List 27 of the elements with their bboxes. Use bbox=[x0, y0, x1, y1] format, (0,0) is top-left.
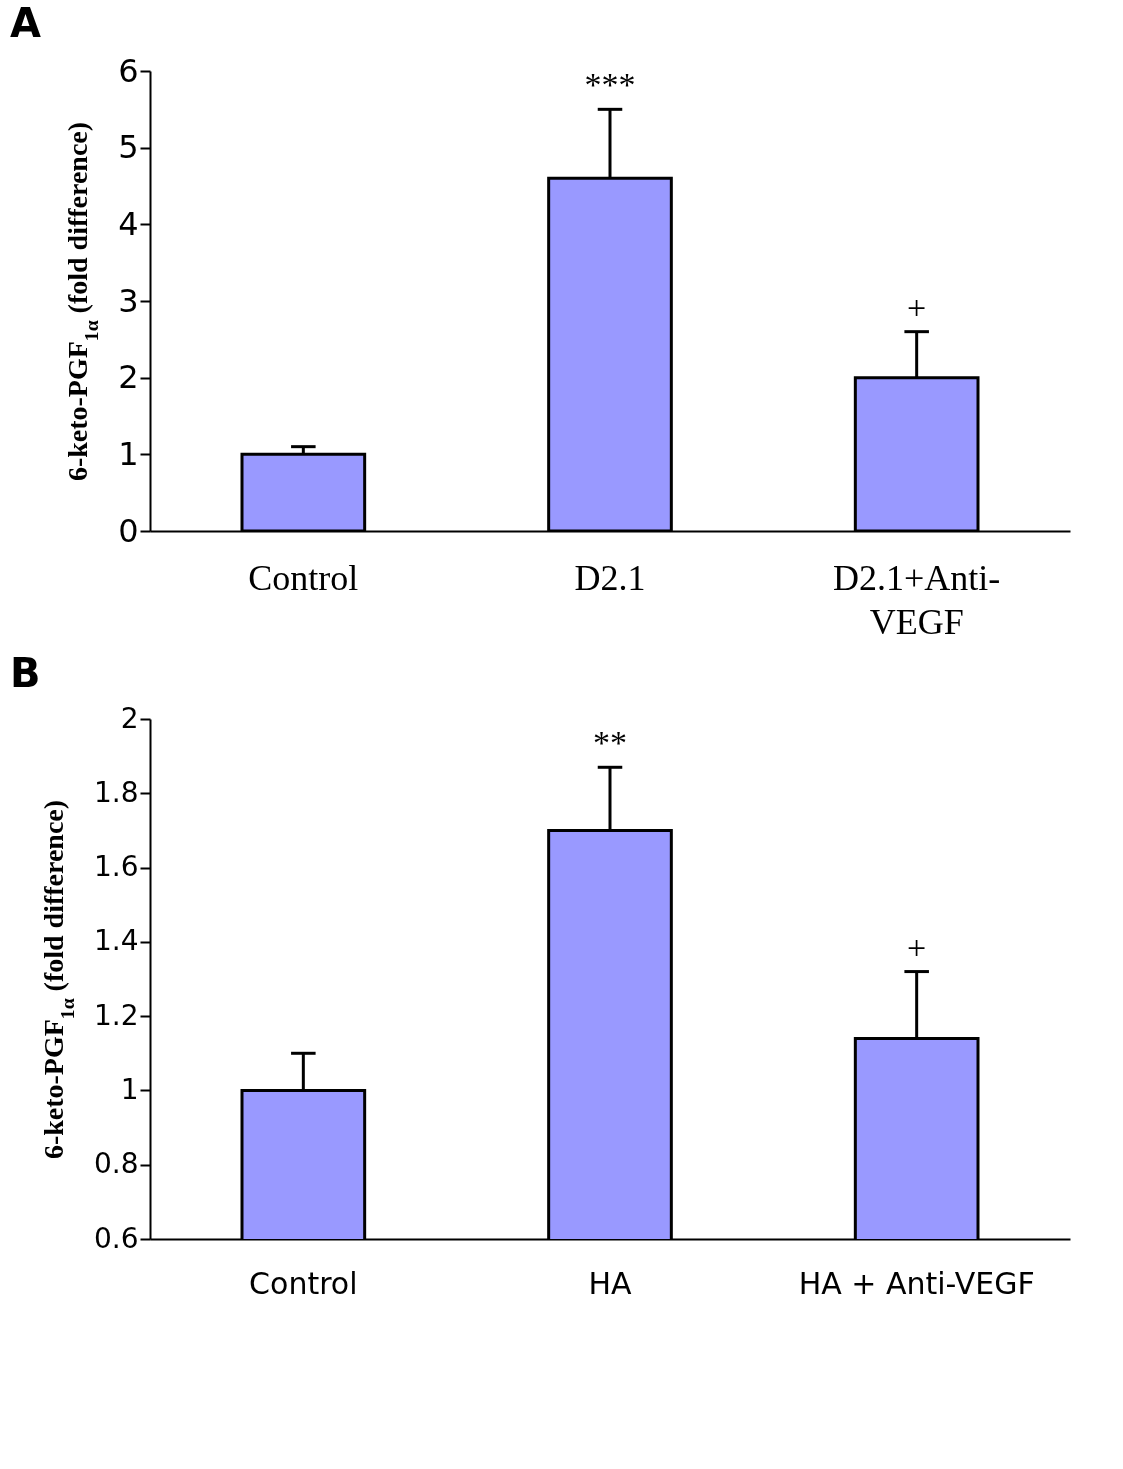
y-tick-label: 2 bbox=[120, 701, 139, 735]
y-tick-label: 3 bbox=[118, 281, 139, 320]
annotation: + bbox=[907, 288, 927, 326]
x-tick-label: Control bbox=[249, 1265, 358, 1301]
x-tick-label: D2.1 bbox=[574, 557, 646, 598]
y-tick-label: 1.6 bbox=[93, 850, 139, 884]
annotation: + bbox=[907, 928, 927, 966]
y-tick-label: 0 bbox=[118, 511, 139, 550]
chart-title: B bbox=[10, 650, 41, 696]
y-tick-label: 0.8 bbox=[93, 1147, 139, 1181]
x-tick-label: D2.1+Anti-VEGF bbox=[833, 557, 1001, 642]
y-tick-label: 1.2 bbox=[93, 998, 139, 1032]
y-tick-label: 4 bbox=[118, 204, 139, 243]
annotation: *** bbox=[584, 66, 636, 104]
x-tick-label: HA bbox=[588, 1265, 633, 1301]
y-tick-label: 1.8 bbox=[93, 775, 139, 809]
y-tick-label: 0.6 bbox=[93, 1221, 139, 1255]
chart-title: A bbox=[10, 0, 41, 46]
annotation: ** bbox=[593, 724, 627, 762]
y-tick-label: 1 bbox=[120, 1072, 139, 1106]
y-tick-label: 1 bbox=[118, 434, 139, 473]
y-tick-label: 2 bbox=[118, 358, 139, 397]
y-tick-label: 6 bbox=[118, 51, 139, 90]
x-tick-label: Control bbox=[248, 557, 359, 598]
y-tick-label: 5 bbox=[118, 128, 139, 167]
y-tick-label: 1.4 bbox=[93, 924, 139, 958]
x-tick-label: HA + Anti-VEGF bbox=[798, 1265, 1035, 1301]
